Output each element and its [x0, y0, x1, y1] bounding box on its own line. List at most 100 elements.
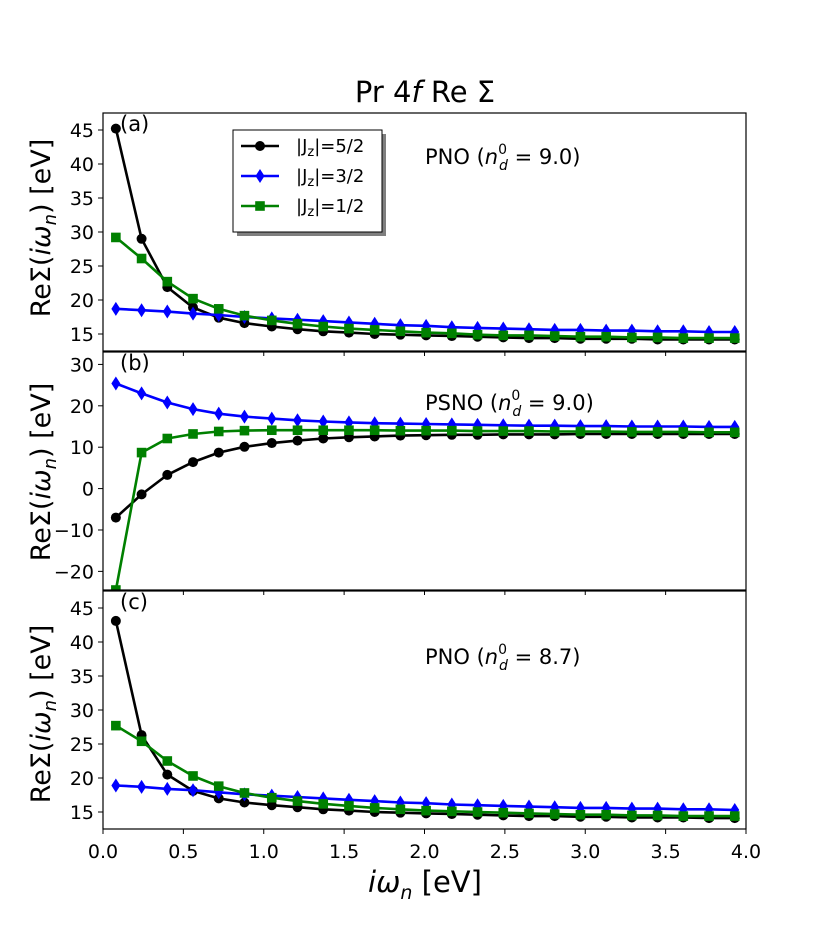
- panel-b: ReΣ(iωn) [eV] −20 −10 0 10 20 30 (b) PSNO (n0…: [26, 351, 747, 595]
- plot-area-a: 15 20 25 30 35 40 45: [70, 120, 747, 356]
- data-point-j12-c: [266, 792, 277, 803]
- data-point-j12-c: [678, 811, 689, 821]
- data-point-j32-c: [188, 783, 198, 798]
- data-point-j12-b: [369, 425, 380, 436]
- y-tick-label-c: 15: [70, 802, 94, 824]
- annotation-a: PNO (n0 d = 9.0): [425, 142, 580, 174]
- legend-label-j52: |Jz|=5/2: [296, 136, 364, 160]
- data-point-j12-b: [729, 427, 740, 438]
- data-point-j12-a: [729, 333, 740, 343]
- x-tick-label: 4.0: [731, 841, 761, 863]
- data-point-j12-b: [447, 425, 457, 436]
- data-point-j52-b: [188, 457, 199, 468]
- chart-title: Pr 4f Re Σ: [355, 75, 495, 109]
- data-point-j12-c: [136, 736, 147, 747]
- x-tick-label: 2.5: [490, 841, 520, 863]
- data-point-j52-b: [318, 433, 329, 444]
- data-point-j12-c: [111, 720, 121, 731]
- y-tick-label-a: 35: [70, 188, 94, 210]
- data-point-j52-b: [136, 489, 147, 500]
- y-tick-label-b: 10: [70, 437, 94, 459]
- y-tick-label-a: 20: [70, 290, 94, 312]
- legend-marker-j32: [255, 169, 265, 183]
- legend-marker-j52: [255, 141, 265, 151]
- data-point-j12-b: [111, 585, 121, 590]
- data-point-j32-b: [214, 406, 224, 421]
- data-point-j12-a: [524, 330, 534, 341]
- data-point-j52-a: [110, 123, 121, 134]
- data-point-j12-a: [575, 331, 586, 342]
- x-axis-label: iωn [eV]: [368, 865, 482, 904]
- y-tick-label-a: 15: [70, 324, 94, 346]
- data-point-j12-c: [292, 796, 303, 806]
- data-point-j12-b: [162, 433, 173, 444]
- data-point-j32-a: [137, 303, 147, 318]
- data-point-j12-c: [549, 809, 560, 819]
- data-point-j12-b: [549, 426, 560, 437]
- data-point-j32-c: [111, 778, 121, 793]
- data-point-j12-a: [447, 328, 457, 339]
- series-line-j12-b: [114, 428, 735, 590]
- data-point-j12-b: [704, 427, 714, 438]
- axes-frame-a: [102, 112, 747, 352]
- y-tick-label-b: 30: [70, 354, 94, 376]
- data-point-j12-b: [678, 427, 689, 437]
- data-point-j52-c: [239, 797, 250, 808]
- data-point-j12-b: [652, 427, 663, 437]
- y-tick-label-b: −10: [54, 520, 94, 542]
- data-point-j12-b: [266, 425, 277, 436]
- data-point-j32-c: [162, 781, 172, 796]
- data-point-j12-c: [472, 807, 483, 817]
- legend: |Jz|=5/2 |Jz|=3/2 |Jz|=1/2: [232, 129, 386, 236]
- data-point-j12-c: [729, 811, 740, 821]
- x-tick-label: 0.0: [88, 841, 118, 863]
- data-point-j12-b: [344, 425, 354, 436]
- data-point-j12-c: [369, 803, 380, 813]
- x-tick-label: 3.0: [570, 841, 600, 863]
- data-point-j32-a: [162, 304, 172, 319]
- data-point-j12-b: [136, 447, 147, 458]
- data-point-j12-a: [601, 331, 611, 342]
- data-point-j12-c: [162, 756, 173, 766]
- data-point-j12-c: [318, 799, 329, 809]
- plot-area-b: −20 −10 0 10 20 30: [54, 354, 747, 595]
- data-point-j12-c: [344, 801, 354, 811]
- y-tick-label-a: 25: [70, 256, 94, 278]
- annotation-b: PSNO (n0 d = 9.0): [425, 388, 594, 420]
- axes-frame-b: [102, 351, 747, 591]
- data-point-j32-b: [111, 376, 121, 391]
- data-point-j32-b: [318, 414, 328, 429]
- data-point-j52-c: [266, 800, 277, 811]
- data-point-j12-b: [188, 429, 198, 439]
- y-tick-label-b: 0: [82, 479, 94, 501]
- data-point-j32-b: [267, 411, 277, 426]
- data-point-j32-b: [239, 409, 249, 424]
- legend-marker-j12: [255, 201, 265, 211]
- data-point-j12-c: [498, 807, 509, 818]
- x-tick-label: 1.0: [249, 841, 279, 863]
- data-point-j52-b: [239, 441, 250, 452]
- y-tick-label-c: 25: [70, 734, 94, 756]
- data-point-j12-b: [213, 426, 224, 437]
- data-point-j12-a: [136, 253, 147, 264]
- data-point-j12-b: [498, 426, 509, 436]
- data-point-j12-a: [498, 330, 509, 341]
- data-point-j32-b: [293, 413, 303, 428]
- data-point-j12-c: [239, 788, 250, 798]
- data-point-j12-c: [188, 771, 198, 781]
- data-point-j52-a: [136, 233, 147, 244]
- data-point-j12-b: [318, 425, 329, 436]
- data-point-j12-c: [627, 810, 637, 821]
- data-point-j12-a: [678, 333, 689, 343]
- data-point-j12-c: [421, 805, 431, 816]
- data-point-j52-b: [213, 447, 224, 458]
- series-line-j52-b: [115, 432, 735, 519]
- y-tick-label-c: 45: [70, 598, 94, 620]
- x-tick-label: 3.5: [651, 841, 681, 863]
- data-point-j12-c: [704, 811, 714, 821]
- axes-frame-c: [102, 590, 747, 830]
- x-tick-label: 2.0: [409, 841, 439, 863]
- data-point-j12-a: [111, 232, 121, 243]
- data-point-j12-c: [395, 804, 406, 815]
